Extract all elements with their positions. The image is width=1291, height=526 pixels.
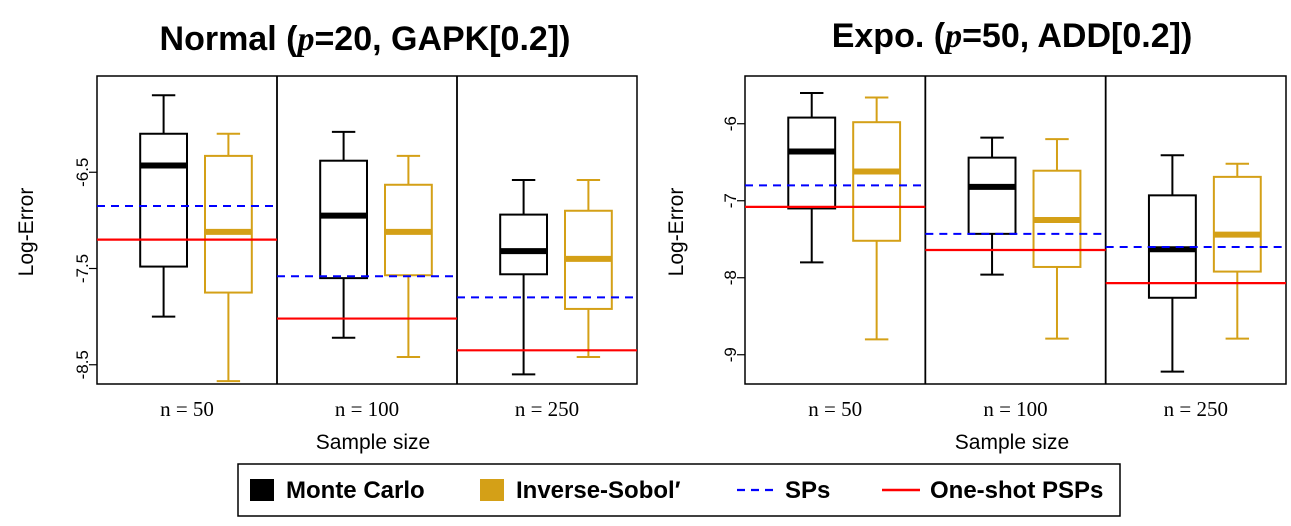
y-axis-label: Log-Error — [15, 188, 38, 277]
x-category-label: n = 100 — [983, 397, 1047, 421]
legend-label: Inverse-Sobol′ — [516, 477, 681, 504]
plot-frame — [744, 75, 1287, 385]
x-category-label: n = 250 — [515, 397, 579, 421]
box-iqr — [852, 121, 902, 242]
legend-label: One-shot PSPs — [930, 477, 1103, 504]
box-iqr — [499, 213, 549, 276]
x-category-label: n = 50 — [160, 397, 214, 421]
title-prefix: Expo. ( — [832, 17, 946, 55]
legend-label: Monte Carlo — [286, 477, 425, 504]
x-axis-label: Sample size — [955, 431, 1069, 454]
title-suffix: =20, GAPK[0.2]) — [314, 20, 570, 58]
chart-panel-expo: Expo. (p=50, ADD[0.2]) Log-Error Sample … — [665, 17, 1287, 454]
chart-title: Expo. (p=50, ADD[0.2]) — [832, 17, 1193, 55]
box-iqr — [1212, 175, 1262, 273]
legend: Monte Carlo Inverse-Sobol′ SPs One-shot PSP… — [237, 463, 1121, 517]
y-tick-label: -9 — [721, 347, 740, 362]
y-tick-label: -6 — [721, 116, 740, 131]
box-iqr — [319, 159, 369, 280]
y-tick-label: -8.5 — [73, 350, 92, 379]
x-category-label: n = 100 — [335, 397, 399, 421]
title-math: p — [942, 18, 962, 55]
box-iqr — [967, 156, 1017, 235]
legend-swatch-box — [250, 479, 274, 501]
y-tick-label: -7.5 — [73, 254, 92, 283]
legend-frame — [237, 463, 1121, 517]
box-iqr — [787, 116, 837, 210]
y-tick-label: -6.5 — [73, 158, 92, 187]
x-axis-label: Sample size — [316, 431, 430, 454]
x-category-label: n = 250 — [1164, 397, 1228, 421]
plot-frame — [96, 75, 638, 385]
title-suffix: =50, ADD[0.2]) — [962, 17, 1192, 55]
y-axis-label: Log-Error — [665, 188, 688, 277]
y-tick-label: -7 — [721, 193, 740, 208]
title-prefix: Normal ( — [160, 20, 299, 58]
y-tick-label: -8 — [721, 270, 740, 285]
x-category-label: n = 50 — [808, 397, 862, 421]
legend-label: SPs — [785, 477, 830, 504]
box-iqr — [139, 132, 188, 268]
chart-panel-normal: Normal (p=20, GAPK[0.2]) Log-Error Sampl… — [15, 20, 638, 454]
box-iqr — [204, 154, 253, 294]
chart-title: Normal (p=20, GAPK[0.2]) — [160, 20, 571, 58]
legend-swatch-box — [480, 479, 504, 501]
title-math: p — [294, 21, 314, 58]
